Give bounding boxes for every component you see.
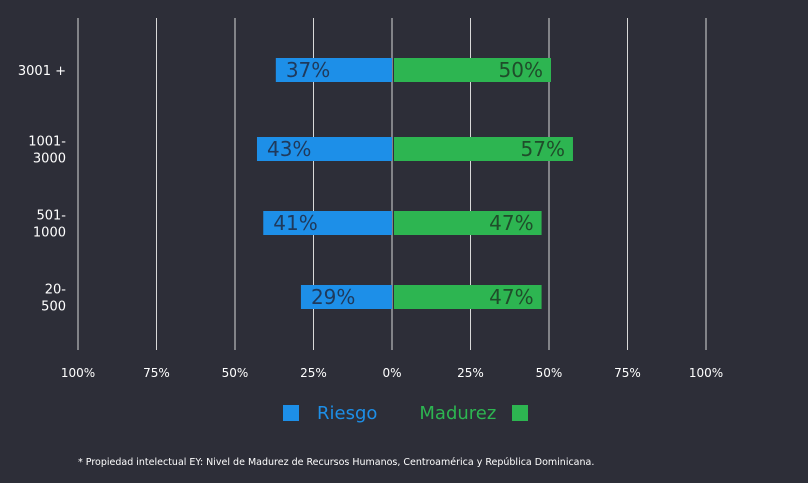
tick-label: 75% bbox=[143, 366, 170, 380]
tick-label: 75% bbox=[614, 366, 641, 380]
category-label: 3001 + bbox=[18, 64, 66, 79]
category-label: 20- bbox=[45, 283, 67, 298]
data-label-riesgo: 43% bbox=[267, 137, 311, 161]
legend-label-riesgo: Riesgo bbox=[317, 402, 378, 424]
bar-madurez bbox=[394, 58, 551, 82]
tick-label: 0% bbox=[382, 366, 401, 380]
category-label: 1000 bbox=[33, 226, 66, 241]
legend: Riesgo Madurez bbox=[283, 399, 529, 427]
data-label-madurez: 50% bbox=[499, 58, 543, 82]
data-label-riesgo: 29% bbox=[311, 285, 355, 309]
tick-label: 25% bbox=[457, 366, 484, 380]
tick-label: 50% bbox=[536, 366, 563, 380]
tick-label: 100% bbox=[61, 366, 95, 380]
tick-label: 50% bbox=[222, 366, 249, 380]
data-label-riesgo: 41% bbox=[273, 211, 317, 235]
data-label-riesgo: 37% bbox=[286, 58, 330, 82]
category-label: 3000 bbox=[33, 152, 66, 167]
bar-madurez bbox=[394, 285, 542, 309]
category-label: 500 bbox=[41, 300, 66, 315]
data-labels: 37% 50% 43% 57% 41% 47% 29% 47% bbox=[267, 58, 565, 309]
legend-item-riesgo: Riesgo bbox=[283, 403, 377, 424]
bars bbox=[256, 58, 573, 309]
data-label-madurez: 47% bbox=[489, 285, 533, 309]
bar-madurez bbox=[394, 137, 573, 161]
category-axis: 3001 + 1001- 3000 501- 1000 20- 500 bbox=[18, 64, 66, 315]
tick-label: 25% bbox=[300, 366, 327, 380]
data-label-madurez: 57% bbox=[521, 137, 565, 161]
bar-riesgo bbox=[256, 137, 392, 161]
bar-madurez bbox=[394, 211, 542, 235]
category-label: 1001- bbox=[28, 135, 66, 150]
data-label-madurez: 47% bbox=[489, 211, 533, 235]
bar-riesgo bbox=[263, 211, 392, 235]
value-axis: 100% 75% 50% 25% 0% 25% 50% 75% 100% bbox=[61, 366, 723, 380]
category-label: 501- bbox=[36, 209, 66, 224]
bar-riesgo bbox=[275, 58, 392, 82]
legend-label-madurez: Madurez bbox=[419, 402, 497, 424]
tick-label: 100% bbox=[689, 366, 723, 380]
footnote: * Propiedad intelectual EY: Nivel de Mad… bbox=[78, 457, 595, 468]
legend-swatch-madurez bbox=[512, 405, 529, 421]
bar-riesgo bbox=[300, 285, 392, 309]
legend-item-madurez: Madurez bbox=[419, 402, 529, 424]
legend-swatch-riesgo bbox=[283, 405, 299, 421]
